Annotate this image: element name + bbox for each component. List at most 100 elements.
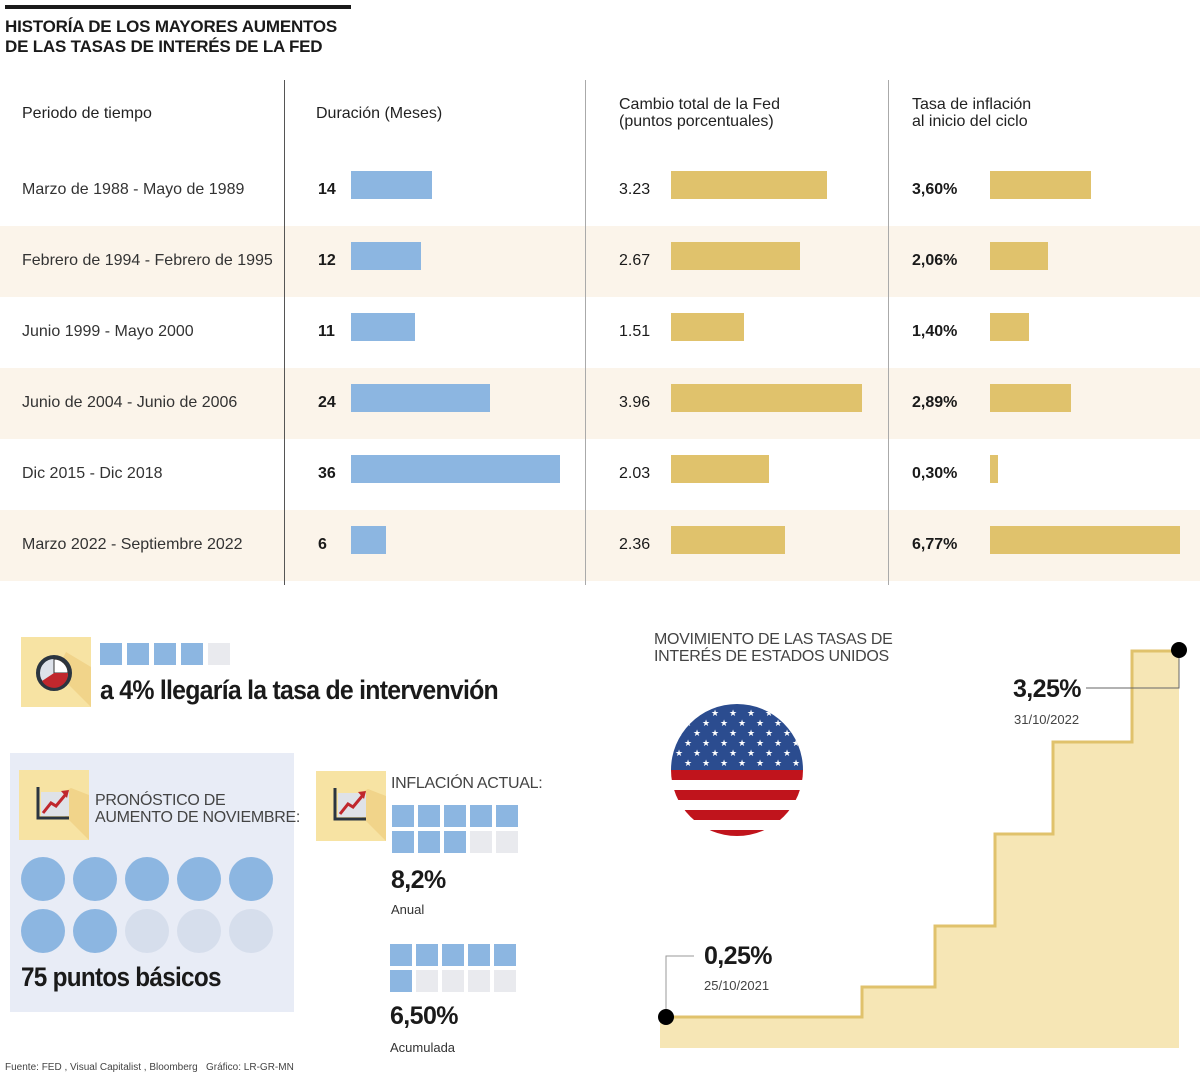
filled-square	[470, 805, 492, 827]
filled-square	[418, 805, 440, 827]
flag-star: ★	[693, 728, 701, 738]
trend-chart-icon	[19, 770, 89, 840]
table-row: Marzo de 1988 - Mayo de 1989 14 3.23 3,60%	[0, 155, 1200, 226]
filled-circle	[229, 857, 273, 901]
filled-square	[442, 944, 464, 966]
change-bar	[671, 313, 744, 341]
us-flag-icon: ★ ★ ★ ★ ★ ★ ★★ ★ ★ ★ ★ ★ ★★ ★ ★ ★ ★ ★ ★★ ★ ★ ★ ★ ★ ★★ ★ ★ ★ ★ ★ ★★ ★ ★ ★ ★…	[671, 704, 803, 836]
accumulated-value: 6,50%	[390, 1002, 458, 1030]
period-label: Febrero de 1994 - Febrero de 1995	[22, 252, 273, 269]
annual-caption: Anual	[391, 902, 425, 917]
table-row: Dic 2015 - Dic 2018 36 2.03 0,30%	[0, 439, 1200, 510]
header-inflation-line-1: Tasa de inflación	[912, 96, 1032, 113]
flag-star: ★	[711, 748, 719, 758]
flag-star: ★	[738, 718, 746, 728]
forecast-label: PRONÓSTICO DE AUMENTO DE NOVIEMBRE:	[95, 792, 300, 826]
filled-square	[127, 643, 149, 665]
duration-label: 12	[318, 252, 336, 269]
start-point	[658, 1009, 674, 1025]
flag-star: ★	[675, 728, 683, 738]
period-label: Junio de 2004 - Junio de 2006	[22, 394, 238, 411]
flag-star: ★	[756, 758, 764, 768]
period-label: Marzo de 1988 - Mayo de 1989	[22, 181, 245, 198]
flag-star: ★	[711, 708, 719, 718]
change-label: 3.23	[619, 181, 651, 198]
column-divider	[284, 80, 285, 585]
duration-bar	[351, 242, 421, 270]
inflation-bar	[990, 384, 1072, 412]
period-label: Junio 1999 - Mayo 2000	[22, 323, 194, 340]
flag-star: ★	[675, 708, 683, 718]
duration-label: 36	[318, 465, 336, 482]
forecast-value: 75 puntos básicos	[21, 962, 221, 992]
flag-star: ★	[684, 718, 692, 728]
filled-circle	[73, 857, 117, 901]
end-date: 31/10/2022	[1014, 712, 1080, 727]
header-duration: Duración (Meses)	[316, 105, 443, 122]
column-divider	[585, 80, 586, 585]
flag-star: ★	[765, 708, 773, 718]
duration-bar	[351, 526, 386, 554]
end-leader-line	[1086, 650, 1180, 689]
flag-star: ★	[747, 748, 755, 758]
header-inflation-line-2: al inicio del ciclo	[912, 113, 1028, 130]
empty-circle	[125, 909, 169, 953]
header-change-line-2: (puntos porcentuales)	[619, 113, 774, 130]
forecast-label-line-1: PRONÓSTICO DE	[95, 792, 226, 809]
duration-label: 6	[318, 536, 327, 553]
flag-star: ★	[729, 708, 737, 718]
filled-square	[392, 805, 414, 827]
change-bar	[671, 384, 862, 412]
inflation-bar	[990, 526, 1180, 554]
trend-chart-icon	[316, 771, 386, 841]
change-bar	[671, 526, 785, 554]
flag-star: ★	[774, 718, 782, 728]
flag-star: ★	[684, 738, 692, 748]
flag-star: ★	[756, 738, 764, 748]
flag-star: ★	[774, 738, 782, 748]
flag-star: ★	[738, 758, 746, 768]
flag-star: ★	[792, 738, 800, 748]
filled-square	[494, 944, 516, 966]
inflation-label: 6,77%	[912, 536, 958, 553]
change-label: 3.96	[619, 394, 651, 411]
table-row: Junio 1999 - Mayo 2000 11 1.51 1,40%	[0, 297, 1200, 368]
inflation-label: 0,30%	[912, 465, 958, 482]
flag-star: ★	[702, 758, 710, 768]
start-leader-line	[665, 955, 694, 1017]
empty-square	[468, 970, 490, 992]
intervention-text: a 4% llegaría la tasa de intervenvión	[100, 675, 499, 705]
flag-star: ★	[747, 708, 755, 718]
filled-square	[418, 831, 440, 853]
header-change-line-1: Cambio total de la Fed	[619, 96, 780, 113]
flag-star: ★	[702, 738, 710, 748]
empty-circle	[229, 909, 273, 953]
inflation-label: 2,89%	[912, 394, 958, 411]
empty-square	[496, 831, 518, 853]
title-rule	[5, 5, 351, 9]
flag-star: ★	[765, 728, 773, 738]
flag-star: ★	[792, 758, 800, 768]
change-label: 2.36	[619, 536, 651, 553]
filled-square	[444, 805, 466, 827]
flag-star: ★	[720, 718, 728, 728]
source-footer: Fuente: FED , Visual Capitalist , Bloomb…	[5, 1062, 294, 1073]
flag-star: ★	[693, 748, 701, 758]
duration-bar	[351, 313, 415, 341]
flag-star: ★	[765, 748, 773, 758]
change-bar	[671, 171, 827, 199]
filled-square	[181, 643, 203, 665]
start-value: 0,25%	[704, 942, 772, 970]
page-title: HISTORÍA DE LOS MAYORES AUMENTOS DE LAS …	[5, 17, 337, 57]
flag-star: ★	[720, 758, 728, 768]
header-period: Periodo de tiempo	[22, 105, 152, 122]
flag-star: ★	[747, 728, 755, 738]
flag-star: ★	[675, 748, 683, 758]
start-date: 25/10/2021	[704, 978, 770, 993]
inflation-bar	[990, 171, 1092, 199]
header-inflation: Tasa de inflación al inicio del ciclo	[912, 96, 1031, 130]
flag-star: ★	[738, 738, 746, 748]
end-value: 3,25%	[1013, 675, 1081, 703]
change-label: 2.67	[619, 252, 651, 269]
